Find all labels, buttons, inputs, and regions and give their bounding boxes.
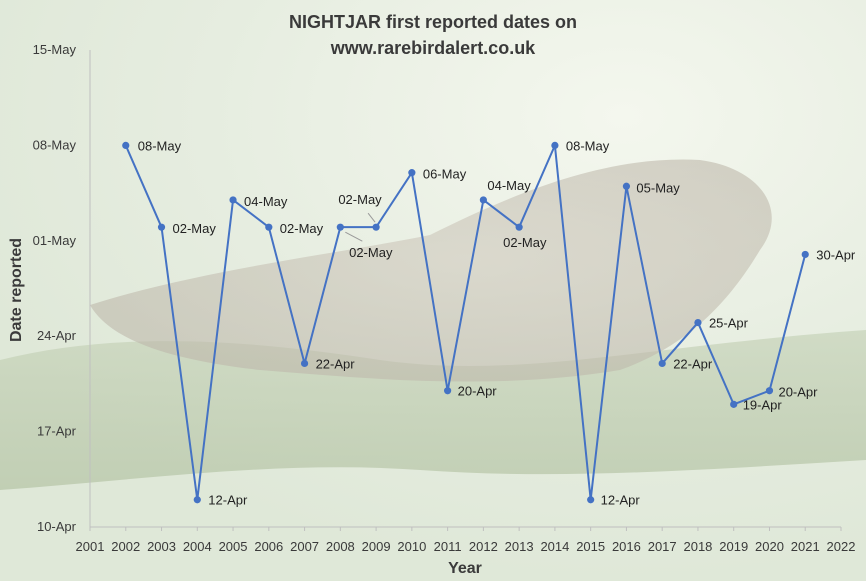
data-label: 20-Apr — [458, 384, 498, 399]
data-label: 02-May — [503, 235, 547, 250]
chart-title-line1: NIGHTJAR first reported dates on — [289, 12, 577, 32]
x-tick-label: 2020 — [755, 539, 784, 554]
data-point — [801, 250, 809, 259]
data-point — [587, 496, 595, 504]
x-tick-label: 2010 — [397, 539, 426, 554]
data-point — [515, 223, 523, 231]
data-point — [658, 359, 666, 368]
x-tick-label: 2011 — [434, 539, 462, 554]
x-tick-label: 2001 — [76, 539, 105, 554]
y-tick-label: 10-Apr — [37, 519, 77, 534]
y-tick-label: 17-Apr — [37, 424, 77, 439]
data-point — [730, 400, 738, 408]
data-label: 22-Apr — [316, 356, 356, 371]
data-label: 22-Apr — [673, 356, 713, 371]
y-tick-label: 15-May — [33, 42, 77, 57]
x-tick-label: 2019 — [719, 539, 748, 554]
data-label: 04-May — [487, 178, 531, 193]
x-tick-label: 2007 — [290, 539, 319, 554]
x-tick-label: 2017 — [648, 539, 677, 554]
data-label: 20-Apr — [778, 385, 818, 400]
chart-title-line2: www.rarebirdalert.co.uk — [330, 38, 536, 58]
data-point — [229, 196, 237, 204]
data-label: 12-Apr — [208, 493, 248, 508]
y-tick-label: 01-May — [33, 233, 77, 248]
data-label: 12-Apr — [601, 493, 641, 508]
data-label: 19-Apr — [743, 397, 783, 412]
x-axis-title: Year — [448, 560, 482, 577]
data-point — [372, 223, 380, 231]
x-tick-label: 2022 — [827, 539, 856, 554]
x-tick-label: 2021 — [791, 539, 820, 554]
axes: 2001 2002 2003 2004 2005 2006 2007 2008 2009 2010… — [33, 42, 856, 554]
data-label: 02-May — [338, 192, 382, 207]
series-line — [124, 144, 807, 501]
data-label: 02-May — [173, 221, 217, 236]
data-point — [622, 182, 631, 190]
data-label: 06-May — [423, 167, 467, 182]
y-axis-title: Date reported — [8, 238, 25, 342]
data-point — [765, 387, 774, 395]
x-tick-label: 2015 — [576, 539, 605, 554]
y-tick-label: 24-Apr — [37, 328, 77, 343]
series-group: 08-May 02-May 12-Apr 04-May 02-May 22-Apr 02-M… — [122, 138, 856, 508]
data-point — [193, 496, 201, 504]
leader-line-2008 — [345, 231, 363, 242]
x-tick-label: 2013 — [505, 539, 534, 554]
data-point — [336, 223, 344, 231]
data-label: 02-May — [280, 221, 324, 236]
data-point — [157, 223, 166, 231]
x-tick-label: 2002 — [111, 539, 140, 554]
x-tick-label: 2006 — [254, 539, 283, 554]
x-tick-label: 2014 — [540, 539, 569, 554]
x-tick-label: 2012 — [469, 539, 498, 554]
y-tick-label: 08-May — [33, 137, 77, 152]
data-label: 02-May — [349, 245, 393, 260]
data-point — [444, 387, 452, 395]
data-point — [551, 141, 559, 149]
x-tick-label: 2009 — [362, 539, 391, 554]
data-label: 04-May — [244, 194, 288, 209]
data-label: 08-May — [566, 138, 610, 153]
data-label: 08-May — [138, 138, 182, 153]
x-tick-label: 2005 — [219, 539, 248, 554]
data-label: 30-Apr — [816, 247, 856, 262]
data-point — [265, 223, 273, 231]
data-point — [479, 196, 487, 204]
x-tick-label: 2003 — [147, 539, 176, 554]
data-point — [122, 141, 130, 149]
x-tick-label: 2008 — [326, 539, 355, 554]
data-label: 25-Apr — [709, 316, 749, 331]
x-tick-label: 2004 — [183, 539, 212, 554]
data-point — [408, 169, 416, 177]
x-tick-label: 2018 — [683, 539, 712, 554]
data-point — [300, 359, 309, 368]
x-tick-label: 2016 — [612, 539, 641, 554]
leader-line-2009 — [367, 212, 376, 223]
data-point — [694, 318, 702, 327]
data-label: 05-May — [636, 180, 680, 195]
